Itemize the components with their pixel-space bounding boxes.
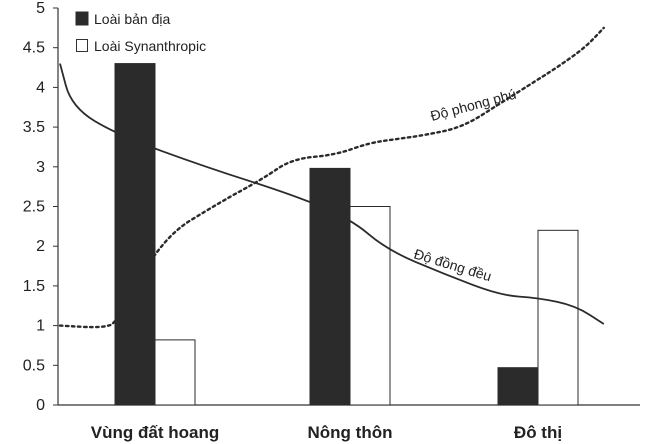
y-tick-label: 5	[36, 0, 45, 17]
y-tick-label: 4.5	[23, 40, 45, 57]
curve-label-richness: Độ phong phú	[429, 86, 518, 124]
line-richness	[58, 26, 605, 329]
line-evenness	[59, 63, 605, 325]
y-tick-label: 4	[36, 79, 45, 96]
y-axis: 0 0.5 1 1.5 2 2.5 3 3.5 4 4.5 5	[23, 0, 59, 414]
legend-swatch-synanthropic	[76, 39, 88, 52]
trend-lines	[58, 26, 605, 329]
x-tick-label: Vùng đất hoang	[91, 423, 219, 442]
bar-native-species	[309, 167, 351, 406]
bars	[114, 63, 579, 406]
bar-synanthropic-species	[349, 206, 391, 406]
bar-synanthropic-species	[154, 339, 196, 406]
y-tick-label: 0	[36, 397, 45, 414]
y-tick-label: 3	[36, 159, 45, 176]
x-tick-label: Đô thị	[514, 423, 562, 442]
y-tick-label: 0.5	[23, 357, 45, 374]
y-tick-label: 1.5	[23, 278, 45, 295]
bar-native-species	[114, 63, 156, 406]
x-axis: Vùng đất hoang Nông thôn Đô thị	[58, 404, 640, 442]
legend: Loài bản địa Loài Synanthropic	[75, 11, 206, 54]
y-tick-label: 3.5	[23, 119, 45, 136]
legend-label-synanthropic: Loài Synanthropic	[94, 38, 206, 54]
x-tick-label: Nông thôn	[308, 423, 393, 442]
y-tick-label: 2.5	[23, 199, 45, 216]
bar-native-species	[497, 367, 539, 406]
y-tick-label: 1	[36, 318, 45, 335]
y-tick-label: 2	[36, 238, 45, 255]
legend-label-native: Loài bản địa	[94, 11, 171, 27]
bar-synanthropic-species	[537, 229, 579, 406]
legend-swatch-native	[75, 11, 89, 26]
